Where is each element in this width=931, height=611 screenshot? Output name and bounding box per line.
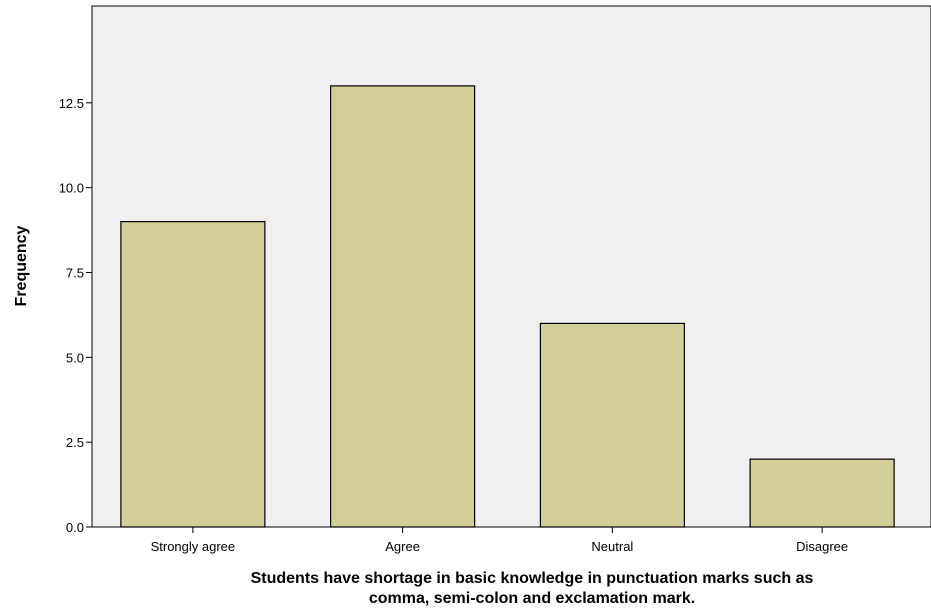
bar-agree	[330, 85, 476, 528]
bar-strongly-agree	[120, 221, 266, 528]
x-axis-title-line-2: comma, semi-colon and exclamation mark.	[369, 590, 695, 607]
y-tick-label: 5.0	[66, 350, 84, 365]
y-axis: 0.0 2.5 5.0 7.5 10.0 12.5	[59, 96, 92, 535]
y-tick-label: 10.0	[59, 181, 84, 196]
y-tick-label: 12.5	[59, 96, 84, 111]
x-axis-title-line-1: Students have shortage in basic knowledg…	[251, 570, 814, 587]
y-tick-label: 0.0	[66, 520, 84, 535]
x-category-label: Strongly agree	[151, 539, 236, 554]
x-axis: Strongly agree Agree Neutral Disagree	[151, 527, 848, 554]
bar-disagree	[749, 458, 895, 528]
x-category-label: Disagree	[796, 539, 848, 554]
y-tick-label: 7.5	[66, 266, 84, 281]
x-category-label: Neutral	[591, 539, 633, 554]
bar-neutral	[539, 322, 685, 528]
x-category-label: Agree	[385, 539, 420, 554]
y-tick-label: 2.5	[66, 435, 84, 450]
y-axis-title: Frequency	[13, 225, 30, 306]
